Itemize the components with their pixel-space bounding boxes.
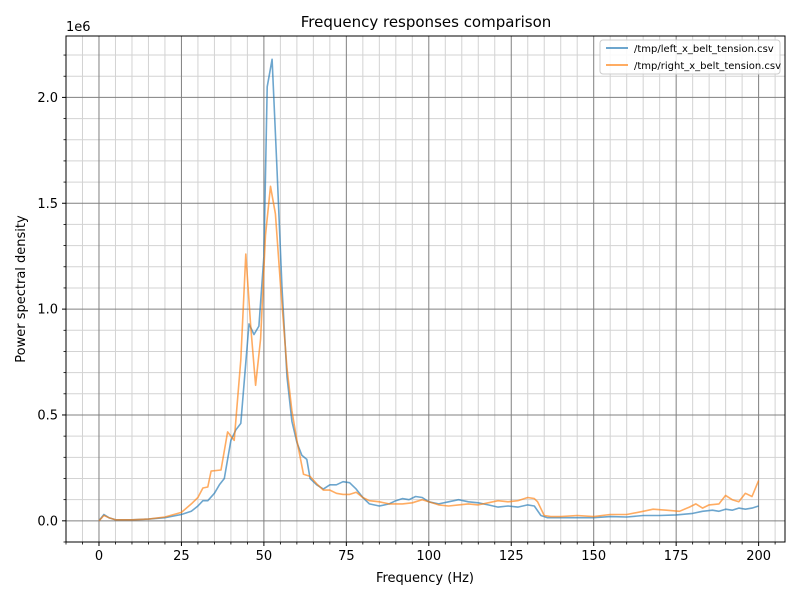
legend-box [599, 39, 781, 75]
x-tick-label: 50 [256, 549, 273, 564]
series-line-right [98, 185, 760, 522]
x-tick-label: 100 [416, 549, 441, 564]
y-tick-label: 1.0 [37, 303, 58, 318]
legend-entry-right: /tmp/right_x_belt_tension.csv [634, 61, 781, 72]
y-tick-label: 2.0 [37, 91, 58, 106]
legend-entry-left: /tmp/left_x_belt_tension.csv [634, 44, 774, 55]
x-tick-label: 25 [173, 549, 190, 564]
x-tick-label: 175 [664, 549, 689, 564]
x-tick-label: 200 [746, 549, 771, 564]
major-grid [66, 36, 785, 542]
minor-grid [65, 36, 785, 543]
y-offset-label: 1e6 [66, 20, 91, 35]
y-axis-label: Power spectral density [14, 215, 29, 363]
x-tick-label: 125 [499, 549, 524, 564]
legend: /tmp/left_x_belt_tension.csv /tmp/right_… [599, 39, 781, 75]
series-layer [98, 58, 760, 522]
x-tick-label: 150 [581, 549, 606, 564]
x-tick-label: 0 [95, 549, 103, 564]
x-axis-label: Frequency (Hz) [376, 571, 474, 586]
y-tick-label: 0.5 [37, 408, 58, 423]
y-axis-ticks: 0.0 0.5 1.0 1.5 2.0 [37, 54, 66, 543]
plot-frame [65, 35, 786, 543]
chart-title: Frequency responses comparison [301, 13, 552, 31]
y-tick-label: 0.0 [37, 514, 58, 529]
y-tick-label: 1.5 [37, 197, 58, 212]
x-tick-label: 75 [338, 549, 355, 564]
x-axis-ticks: 0 25 50 75 100 125 150 175 200 [65, 542, 776, 564]
